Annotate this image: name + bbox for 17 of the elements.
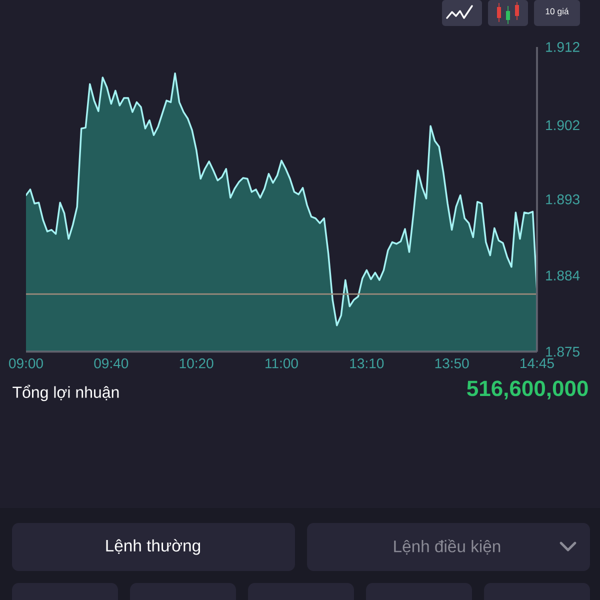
y-tick-label: 1.884 (546, 270, 580, 280)
text: Tổng lợi nhuận (12, 384, 119, 402)
x-tick-label: 11:00 (266, 358, 298, 368)
x-tick-label: 13:50 (435, 358, 469, 368)
y-tick-label: 1.875 (546, 346, 580, 357)
x-tick-label: 09:40 (94, 358, 128, 368)
text: 10 giá (546, 8, 569, 16)
x-tick-label: 14:45 (520, 358, 554, 368)
y-tick-label: 1.912 (546, 42, 580, 52)
text: 516,600,000 (467, 380, 588, 400)
text: Lệnh điều kiện (394, 539, 500, 555)
x-tick-label: 09:00 (9, 358, 43, 368)
text: Lệnh thường (106, 539, 200, 555)
y-tick-label: 1.893 (546, 194, 580, 204)
y-tick-label: 1.902 (546, 120, 580, 130)
x-tick-label: 13:10 (350, 358, 384, 368)
x-tick-label: 10:20 (180, 358, 214, 368)
